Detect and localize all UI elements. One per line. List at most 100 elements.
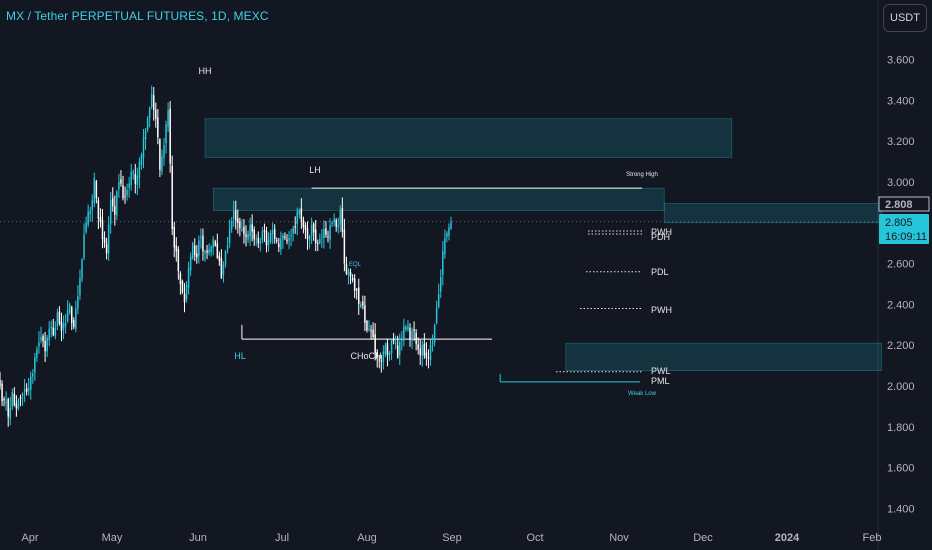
x-tick-label: Jun	[189, 532, 207, 544]
candle-body	[60, 322, 63, 331]
candle-body	[112, 198, 114, 207]
candle-body	[374, 334, 376, 354]
candle-body	[427, 357, 430, 359]
candle-body	[146, 118, 149, 131]
candle-body	[382, 351, 385, 362]
candle-body	[109, 200, 112, 224]
candle-body	[255, 239, 257, 241]
candle-body	[30, 376, 32, 390]
candle-body	[224, 251, 227, 265]
candle-body	[38, 342, 40, 347]
candle-body	[405, 326, 407, 330]
label-lh: LH	[309, 165, 321, 175]
candle-body	[239, 221, 241, 229]
candle-body	[353, 278, 356, 291]
candle-body	[140, 155, 143, 165]
candle-body	[302, 220, 305, 227]
candle-body	[417, 344, 419, 350]
candle-body	[288, 238, 290, 241]
candle-body	[204, 251, 206, 254]
candle-body	[265, 231, 268, 246]
candle-body	[73, 320, 75, 327]
candle-body	[40, 337, 42, 341]
y-tick-label: 3.000	[887, 177, 915, 189]
label-pdh: PDH	[651, 232, 670, 242]
candle-body	[169, 108, 171, 164]
candle-body	[132, 172, 134, 174]
label-eql: EQL	[349, 262, 362, 268]
label-hl: HL	[234, 351, 246, 361]
candle-body	[97, 200, 100, 219]
candle-body	[99, 217, 102, 223]
candle-body	[36, 349, 38, 358]
candle-body	[58, 311, 61, 324]
label-choch: CHoCH	[350, 351, 381, 361]
candle-body	[122, 185, 124, 199]
candle-body	[196, 253, 198, 258]
label-strong-high: Strong High	[626, 172, 658, 178]
candle-body	[46, 337, 48, 352]
candle-body	[321, 236, 323, 238]
candle-body	[290, 235, 292, 237]
x-tick-label: 2024	[775, 532, 800, 544]
candle-body	[71, 306, 73, 323]
candle-body	[118, 182, 120, 190]
candle-body	[124, 195, 126, 197]
candle-body	[319, 239, 321, 244]
candle-body	[261, 230, 264, 240]
candle-body	[114, 206, 116, 215]
candle-body	[101, 219, 104, 240]
last-price-tag	[879, 214, 929, 244]
candle-body	[278, 243, 280, 248]
candle-body	[237, 218, 239, 223]
x-tick-label: Oct	[526, 532, 543, 544]
candle-body	[155, 109, 157, 119]
x-tick-label: Apr	[21, 532, 38, 544]
candle-body	[431, 343, 434, 345]
candle-body	[370, 330, 372, 332]
candle-body	[314, 229, 317, 244]
x-tick-label: May	[102, 532, 123, 544]
currency-button[interactable]: USDT	[883, 4, 927, 32]
candle-body	[333, 218, 335, 223]
candle-body	[136, 175, 139, 186]
candle-body	[243, 226, 245, 235]
candle-body	[68, 304, 71, 313]
candle-body	[157, 117, 159, 138]
candle-body	[194, 245, 196, 256]
x-tick-label: Feb	[863, 532, 882, 544]
candle-body	[66, 310, 69, 322]
candle-body	[32, 373, 34, 377]
candle-body	[191, 243, 194, 259]
candle-body	[79, 278, 81, 296]
candle-body	[312, 223, 315, 233]
marker-price-value: 2.808	[885, 199, 913, 211]
y-tick-label: 2.400	[887, 299, 915, 311]
candle-body	[388, 353, 391, 355]
candle-body	[433, 324, 436, 343]
candle-body	[134, 174, 137, 185]
label-hh: HH	[199, 66, 212, 76]
candle-body	[269, 233, 272, 242]
candle-body	[185, 284, 188, 300]
candle-body	[294, 226, 296, 228]
candle-body	[251, 224, 253, 232]
candle-body	[230, 221, 233, 230]
y-tick-label: 2.600	[887, 259, 915, 271]
candle-body	[177, 249, 180, 272]
candle-body	[81, 259, 83, 279]
y-tick-label: 3.400	[887, 95, 915, 107]
candle-body	[183, 293, 186, 303]
candle-body	[50, 326, 52, 329]
candle-body	[42, 336, 44, 342]
candle-body	[214, 241, 216, 246]
y-tick-label: 3.200	[887, 136, 915, 148]
candle-body	[396, 345, 399, 358]
candle-body	[337, 225, 339, 228]
candle-body	[25, 388, 28, 392]
candle-body	[329, 225, 331, 240]
candle-body	[54, 327, 57, 337]
candle-body	[360, 304, 362, 307]
candle-body	[368, 328, 370, 330]
